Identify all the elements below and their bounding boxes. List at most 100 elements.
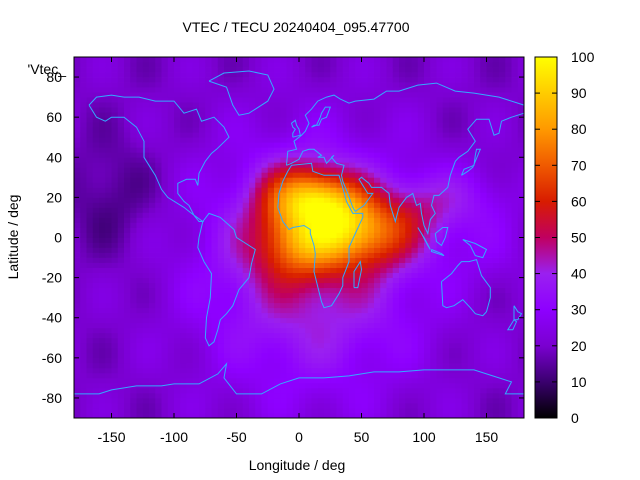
heatmap-cell bbox=[167, 72, 175, 78]
heatmap-cell bbox=[374, 97, 381, 103]
heatmap-cell bbox=[449, 272, 456, 279]
heatmap-cell bbox=[436, 177, 444, 183]
heatmap-cell bbox=[286, 367, 294, 374]
heatmap-cell bbox=[280, 77, 287, 83]
heatmap-cell bbox=[80, 412, 87, 419]
heatmap-cell bbox=[380, 267, 387, 273]
heatmap-cell bbox=[111, 97, 119, 103]
heatmap-cell bbox=[199, 312, 206, 319]
heatmap-cell bbox=[436, 62, 444, 68]
heatmap-cell bbox=[142, 397, 150, 404]
heatmap-cell bbox=[411, 272, 419, 279]
heatmap-cell bbox=[324, 212, 331, 218]
heatmap-cell bbox=[280, 202, 287, 208]
heatmap-cell bbox=[417, 352, 425, 359]
heatmap-cell bbox=[205, 167, 212, 173]
heatmap-cell bbox=[367, 292, 375, 299]
heatmap-cell bbox=[380, 62, 387, 68]
heatmap-cell bbox=[242, 237, 250, 243]
heatmap-cell bbox=[324, 352, 331, 359]
heatmap-cell bbox=[399, 322, 406, 329]
heatmap-cell bbox=[386, 302, 394, 309]
heatmap-cell bbox=[336, 382, 344, 389]
heatmap-cell bbox=[267, 337, 275, 344]
heatmap-cell bbox=[174, 352, 181, 359]
heatmap-cell bbox=[249, 182, 256, 188]
heatmap-cell bbox=[111, 237, 119, 243]
heatmap-cell bbox=[399, 117, 406, 123]
heatmap-cell bbox=[430, 402, 437, 409]
heatmap-cell bbox=[461, 147, 469, 153]
heatmap-cell bbox=[192, 297, 200, 304]
heatmap-cell bbox=[411, 62, 419, 68]
heatmap-cell bbox=[211, 327, 219, 334]
heatmap-cell bbox=[430, 292, 437, 299]
heatmap-cell bbox=[136, 187, 144, 193]
heatmap-cell bbox=[261, 57, 269, 63]
heatmap-cell bbox=[474, 292, 481, 299]
heatmap-cell bbox=[399, 397, 406, 404]
heatmap-cell bbox=[474, 82, 481, 88]
heatmap-cell bbox=[249, 222, 256, 228]
heatmap-cell bbox=[442, 397, 450, 404]
heatmap-cell bbox=[311, 322, 319, 329]
heatmap-cell bbox=[367, 67, 375, 73]
heatmap-cell bbox=[174, 402, 181, 409]
heatmap-cell bbox=[267, 117, 275, 123]
heatmap-cell bbox=[236, 102, 244, 108]
heatmap-cell bbox=[411, 327, 419, 334]
heatmap-cell bbox=[255, 352, 262, 359]
heatmap-cell bbox=[355, 337, 362, 344]
heatmap-cell bbox=[486, 307, 494, 314]
heatmap-cell bbox=[186, 147, 194, 153]
heatmap-cell bbox=[99, 262, 106, 268]
heatmap-cell bbox=[336, 282, 344, 289]
heatmap-cell bbox=[136, 412, 144, 419]
heatmap-cell bbox=[349, 117, 356, 123]
heatmap-cell bbox=[424, 247, 431, 253]
heatmap-cell bbox=[455, 87, 462, 93]
heatmap-cell bbox=[124, 352, 131, 359]
heatmap-cell bbox=[74, 177, 81, 183]
heatmap-cell bbox=[180, 397, 187, 404]
heatmap-cell bbox=[211, 177, 219, 183]
heatmap-cell bbox=[217, 172, 225, 178]
heatmap-cell bbox=[242, 162, 250, 168]
heatmap-cell bbox=[430, 87, 437, 93]
heatmap-cell bbox=[424, 297, 431, 304]
heatmap-cell bbox=[317, 312, 325, 319]
heatmap-cell bbox=[174, 247, 181, 253]
heatmap-cell bbox=[486, 187, 494, 193]
heatmap-cell bbox=[224, 127, 231, 133]
heatmap-cell bbox=[430, 237, 437, 243]
heatmap-cell bbox=[480, 127, 487, 133]
heatmap-cell bbox=[99, 172, 106, 178]
heatmap-cell bbox=[342, 192, 350, 198]
heatmap-cell bbox=[211, 257, 219, 263]
heatmap-cell bbox=[86, 132, 94, 138]
heatmap-cell bbox=[111, 67, 119, 73]
heatmap-cell bbox=[224, 242, 231, 248]
heatmap-cell bbox=[192, 117, 200, 123]
heatmap-cell bbox=[267, 82, 275, 88]
heatmap-cell bbox=[99, 177, 106, 183]
heatmap-cell bbox=[142, 312, 150, 319]
heatmap-cell bbox=[449, 112, 456, 118]
heatmap-cell bbox=[324, 232, 331, 238]
heatmap-cell bbox=[417, 107, 425, 113]
heatmap-cell bbox=[124, 77, 131, 83]
heatmap-cell bbox=[499, 212, 506, 218]
heatmap-cell bbox=[480, 112, 487, 118]
heatmap-cell bbox=[117, 302, 125, 309]
heatmap-cell bbox=[386, 147, 394, 153]
heatmap-cell bbox=[392, 147, 400, 153]
heatmap-cell bbox=[105, 77, 112, 83]
heatmap-cell bbox=[130, 337, 137, 344]
heatmap-cell bbox=[467, 62, 475, 68]
heatmap-cell bbox=[330, 287, 337, 294]
heatmap-cell bbox=[430, 287, 437, 294]
heatmap-cell bbox=[211, 192, 219, 198]
heatmap-cell bbox=[292, 352, 300, 359]
heatmap-cell bbox=[355, 182, 362, 188]
heatmap-cell bbox=[192, 152, 200, 158]
